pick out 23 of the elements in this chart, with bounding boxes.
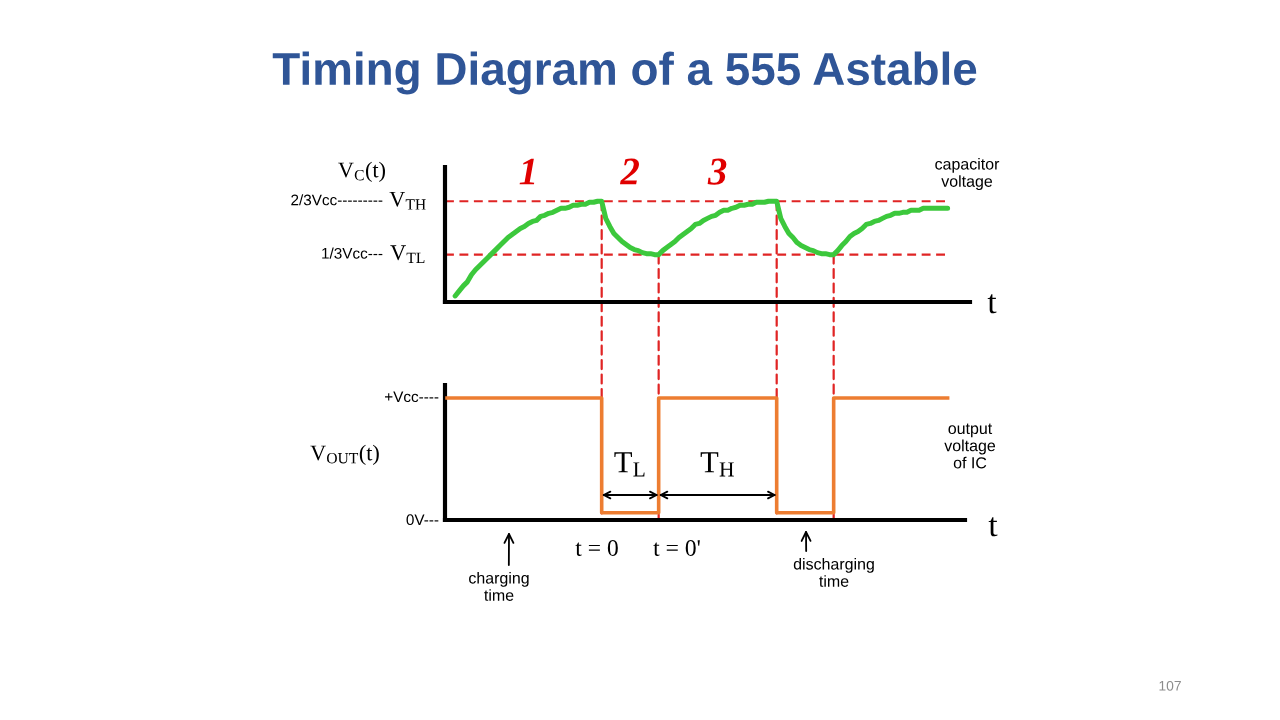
chart-title: Timing Diagram of a 555 Astable [272, 51, 977, 95]
x-axis-title: t [987, 294, 997, 314]
text: +Vcc---- [385, 391, 439, 403]
text: 2/3Vcc--------- [291, 194, 383, 206]
text: discharging time [793, 557, 874, 587]
text: 0V--- [406, 514, 439, 526]
text: 1 [519, 158, 535, 185]
text: 3 [707, 158, 727, 185]
text: t = 0 [575, 539, 618, 556]
text: 2 [619, 158, 639, 185]
text: 1/3Vcc--- [322, 247, 383, 259]
x-axis-title: t [988, 517, 998, 537]
series-label: output voltage of IC [944, 423, 996, 469]
y-axis-title: V$_{OUT}$(t) [310, 444, 379, 465]
annotation: T$_{H}$ [700, 452, 734, 477]
ref-line-label: V$_{TL}$ [390, 245, 425, 263]
text: 107 [1159, 680, 1181, 691]
y-axis-title: V$_{C}$(t) [338, 161, 385, 182]
annotation: T$_{L}$ [614, 452, 645, 477]
text: charging time [469, 571, 529, 601]
ref-line-label: V$_{TH}$ [389, 191, 426, 210]
text: t = 0' [653, 539, 700, 556]
series-label: capacitor voltage [935, 157, 1000, 191]
